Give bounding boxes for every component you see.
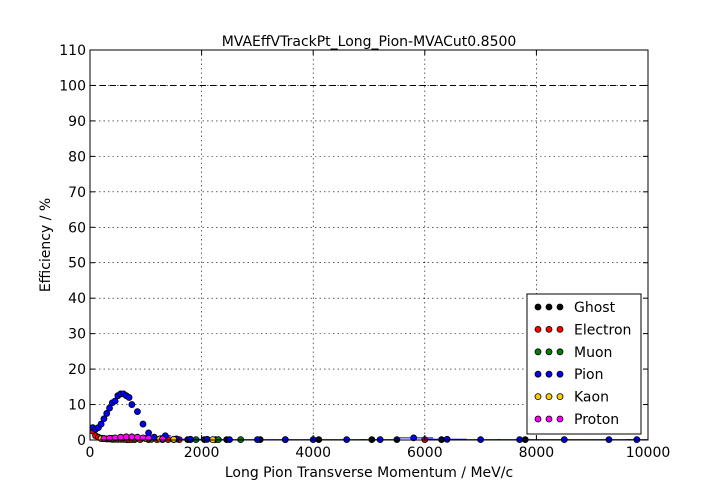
pion-point <box>111 397 119 405</box>
x-tick-label: 8000 <box>519 445 555 461</box>
legend-marker-proton <box>534 415 542 423</box>
chart-title: MVAEffVTrackPt_Long_Pion-MVACut0.8500 <box>222 34 517 50</box>
y-tick-label: 50 <box>68 256 86 272</box>
legend: Ghost Electron Muon Pion Kaon Proton <box>526 293 642 435</box>
pion-point <box>97 420 105 428</box>
legend-marker-kaon <box>534 393 542 401</box>
pion-point <box>443 435 451 443</box>
pion-point <box>125 394 133 401</box>
legend-label-pion: Pion <box>574 367 603 383</box>
x-tick-label: 6000 <box>407 445 443 461</box>
legend-marker-kaon <box>556 393 564 401</box>
legend-marker-pion <box>534 370 542 378</box>
legend-label-ghost: Ghost <box>574 300 616 316</box>
pion-point <box>134 408 141 416</box>
proton-point <box>134 433 141 441</box>
x-tick-label: 2000 <box>184 445 220 461</box>
y-tick-label: 40 <box>68 291 86 307</box>
legend-label-proton: Proton <box>574 412 619 428</box>
legend-label-kaon: Kaon <box>574 390 609 406</box>
pion-point <box>410 434 418 442</box>
pion-point <box>150 433 158 441</box>
y-tick-label: 110 <box>59 43 86 59</box>
legend-marker-electron <box>534 325 542 333</box>
y-tick-label: 60 <box>68 220 86 236</box>
proton-point <box>159 435 166 443</box>
pion-point <box>103 410 111 417</box>
proton-point <box>117 433 125 441</box>
legend-marker-ghost <box>534 303 542 311</box>
proton-point <box>128 433 136 441</box>
y-tick-label: 20 <box>68 362 86 378</box>
y-tick-label: 0 <box>77 433 86 449</box>
y-tick-label: 90 <box>68 114 86 130</box>
pion-point <box>187 435 194 443</box>
proton-point <box>122 433 130 441</box>
legend-marker-ghost <box>556 303 564 311</box>
legend-marker-electron <box>545 325 553 333</box>
legend-marker-proton <box>545 415 553 423</box>
legend-box <box>526 293 642 435</box>
legend-label-muon: Muon <box>574 345 612 361</box>
x-tick-label: 4000 <box>295 445 331 461</box>
y-tick-label: 30 <box>68 327 86 343</box>
y-tick-label: 70 <box>68 185 86 201</box>
legend-marker-electron <box>556 325 564 333</box>
x-axis-label: Long Pion Transverse Momentum / MeV/c <box>225 465 513 481</box>
y-tick-label: 10 <box>68 398 86 414</box>
legend-marker-pion <box>545 370 553 378</box>
legend-marker-ghost <box>545 303 553 311</box>
pion-point <box>203 435 211 443</box>
legend-marker-proton <box>556 415 564 423</box>
legend-marker-muon <box>556 348 564 356</box>
x-tick-label: 10000 <box>626 445 671 461</box>
legend-marker-pion <box>556 370 564 378</box>
legend-label-electron: Electron <box>574 322 631 338</box>
pion-point <box>139 420 147 428</box>
axis-ticks: 0 2000 4000 6000 8000 10000 0 10 20 30 40 50 60 70 80 9… <box>59 43 670 461</box>
pion-point <box>128 401 136 408</box>
y-axis-label: Efficiency / % <box>38 198 54 292</box>
legend-marker-muon <box>534 348 542 356</box>
kaon-point <box>170 435 178 443</box>
legend-marker-muon <box>545 348 553 356</box>
proton-point <box>100 435 108 442</box>
plot-frame <box>89 49 649 441</box>
legend-marker-kaon <box>545 393 553 401</box>
y-tick-label: 100 <box>59 78 86 94</box>
x-tick-label: 0 <box>86 445 95 461</box>
pion-point <box>106 404 113 412</box>
y-tick-label: 80 <box>68 149 86 165</box>
pion-point <box>100 415 108 423</box>
